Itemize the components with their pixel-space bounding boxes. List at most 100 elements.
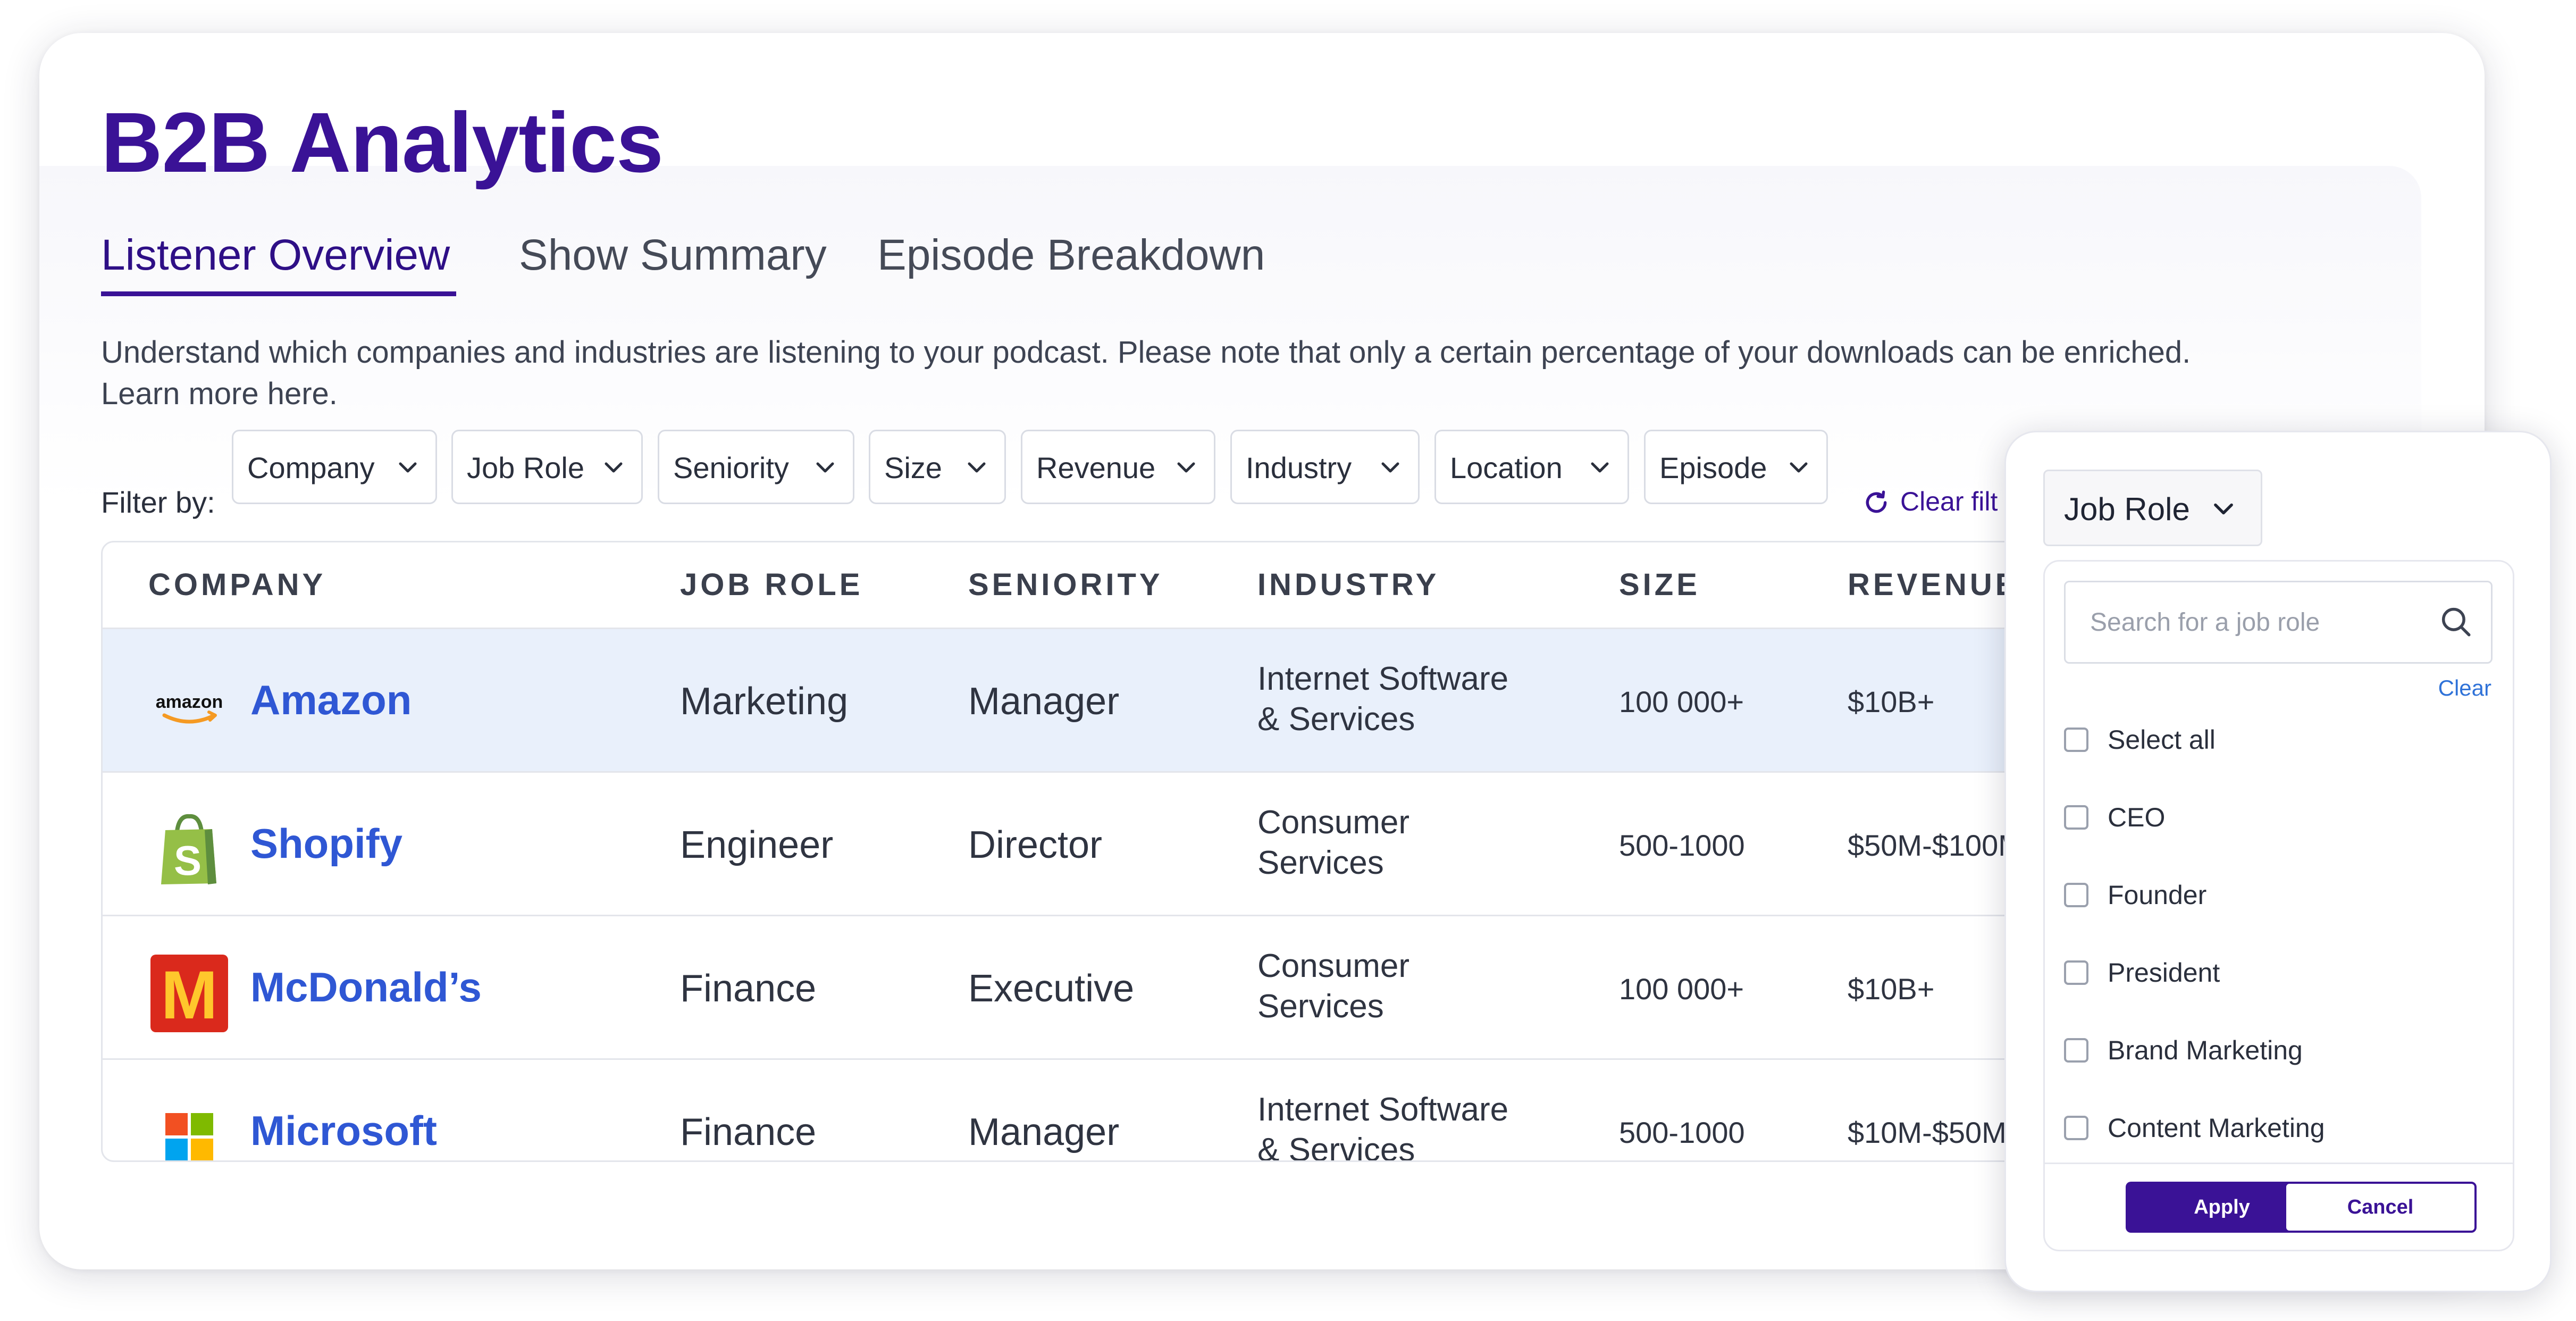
seniority-cell: Manager	[968, 1111, 1120, 1153]
chevron-down-icon	[968, 462, 986, 473]
industry-line-1: Consumer	[1257, 804, 1409, 841]
checkbox[interactable]	[2064, 883, 2088, 907]
filter-revenue[interactable]: Revenue	[1021, 430, 1215, 504]
industry-cell: Consumer Services	[1257, 802, 1409, 883]
page-description: Understand which companies and industrie…	[101, 332, 2281, 415]
filter-revenue-label: Revenue	[1036, 451, 1156, 484]
tab-episode-breakdown[interactable]: Episode Breakdown	[877, 231, 1265, 279]
size-cell: 500-1000	[1619, 1116, 1745, 1149]
chevron-down-icon	[605, 462, 623, 473]
filter-industry[interactable]: Industry	[1230, 430, 1420, 504]
job-role-cell: Finance	[680, 1111, 817, 1153]
cancel-button[interactable]: Cancel	[2284, 1182, 2477, 1233]
column-header-job-role[interactable]: JOB ROLE	[680, 567, 863, 602]
industry-cell: Internet Software & Services	[1257, 659, 1508, 740]
filter-location[interactable]: Location	[1434, 430, 1629, 504]
column-header-industry[interactable]: INDUSTRY	[1257, 567, 1440, 602]
filter-job-role-label: Job Role	[467, 451, 585, 484]
clear-filters-label: Clear filt	[1900, 487, 1998, 516]
revenue-cell: $10B+	[1848, 685, 1935, 718]
listener-table: COMPANY JOB ROLE SENIORITY INDUSTRY SIZE…	[101, 541, 2068, 1162]
job-role-cell: Marketing	[680, 680, 849, 723]
table-row[interactable]: S Shopify Engineer Director Consumer Ser…	[103, 771, 2067, 916]
industry-cell: Internet Software & Services	[1257, 1090, 1509, 1162]
industry-line-2: Services	[1257, 988, 1384, 1025]
mcdonalds-logo-text: M	[161, 957, 218, 1033]
amazon-logo: amazon	[156, 692, 223, 724]
filter-seniority-label: Seniority	[673, 451, 789, 484]
option-label: President	[2108, 958, 2220, 988]
checkbox[interactable]	[2064, 1038, 2088, 1063]
seniority-cell: Executive	[968, 967, 1135, 1010]
company-name[interactable]: McDonald’s	[250, 964, 482, 1010]
revenue-cell: $10M-$50M	[1848, 1116, 2007, 1149]
seniority-cell: Manager	[968, 680, 1120, 723]
industry-cell: Consumer Services	[1257, 946, 1409, 1027]
size-cell: 500-1000	[1619, 829, 1745, 862]
filter-job-role[interactable]: Job Role	[451, 430, 643, 504]
page-title: B2B Analytics	[101, 95, 664, 190]
chevron-down-icon	[1591, 462, 1609, 473]
shopify-logo-text: S	[174, 837, 202, 884]
checkbox[interactable]	[2064, 805, 2088, 830]
company-name[interactable]: Shopify	[250, 820, 402, 867]
filter-size-label: Size	[884, 451, 942, 484]
description-text: Understand which companies and industrie…	[101, 335, 2191, 370]
filter-seniority[interactable]: Seniority	[658, 430, 854, 504]
size-cell: 100 000+	[1619, 972, 1744, 1006]
industry-line-1: Internet Software	[1257, 660, 1509, 697]
option-label: Select all	[2108, 725, 2216, 755]
column-header-revenue[interactable]: REVENUE	[1848, 567, 2019, 602]
checkbox[interactable]	[2064, 1116, 2088, 1140]
table-row[interactable]: Microsoft Finance Manager Internet Softw…	[103, 1058, 2067, 1162]
job-role-cell: Finance	[680, 967, 817, 1010]
amazon-logo-text: amazon	[156, 692, 223, 712]
search-icon[interactable]	[2438, 604, 2473, 639]
learn-more-link[interactable]: Learn more here.	[101, 377, 338, 411]
filter-by-label: Filter by:	[101, 486, 215, 519]
tab-listener-overview[interactable]: Listener Overview	[101, 231, 450, 279]
column-header-seniority[interactable]: SENIORITY	[968, 567, 1163, 602]
job-role-clear-button[interactable]: Clear	[2438, 675, 2491, 700]
company-name[interactable]: Microsoft	[250, 1107, 437, 1154]
column-header-size[interactable]: SIZE	[1619, 567, 1700, 602]
checkbox[interactable]	[2064, 728, 2088, 752]
active-tab-underline	[101, 291, 456, 296]
revenue-cell: $10B+	[1848, 972, 1935, 1006]
filter-location-label: Location	[1450, 451, 1563, 484]
chevron-down-icon	[2214, 503, 2233, 515]
table-row[interactable]: M McDonald’s Finance Executive Consumer …	[103, 915, 2067, 1060]
filter-company[interactable]: Company	[232, 430, 437, 504]
job-role-cell: Engineer	[680, 824, 834, 866]
job-role-search-input[interactable]	[2064, 581, 2493, 664]
company-name[interactable]: Amazon	[250, 676, 412, 723]
industry-line-1: Internet Software	[1257, 1091, 1509, 1128]
job-role-options-container: Clear Select all CEO Founder President B…	[2043, 560, 2514, 1251]
mcdonalds-logo: M	[150, 955, 228, 1033]
tab-show-summary[interactable]: Show Summary	[519, 231, 827, 279]
filter-industry-label: Industry	[1246, 451, 1352, 484]
chevron-down-icon	[399, 462, 417, 473]
job-role-dropdown-button[interactable]: Job Role	[2043, 470, 2262, 546]
chevron-down-icon	[1177, 462, 1195, 473]
filter-episode-label: Episode	[1659, 451, 1767, 484]
industry-line-1: Consumer	[1257, 948, 1409, 984]
job-role-dropdown-panel: Job Role Clear Select all CEO Founder Pr…	[2004, 431, 2552, 1292]
table-row[interactable]: amazon Amazon Marketing Manager Internet…	[103, 628, 2067, 773]
column-header-company[interactable]: COMPANY	[148, 567, 326, 602]
checkbox[interactable]	[2064, 960, 2088, 985]
refresh-icon	[1866, 490, 1887, 513]
filter-episode[interactable]: Episode	[1644, 430, 1828, 504]
option-label: CEO	[2108, 802, 2166, 832]
job-role-dropdown-label: Job Role	[2064, 491, 2190, 527]
industry-line-2: & Services	[1257, 1132, 1415, 1162]
chevron-down-icon	[1381, 462, 1399, 473]
chevron-down-icon	[1790, 462, 1808, 473]
filter-size[interactable]: Size	[869, 430, 1006, 504]
seniority-cell: Director	[968, 824, 1103, 866]
option-label: Content Marketing	[2108, 1113, 2325, 1143]
industry-line-2: Services	[1257, 845, 1384, 881]
option-label: Brand Marketing	[2108, 1035, 2303, 1065]
size-cell: 100 000+	[1619, 685, 1744, 718]
revenue-cell: $50M-$100M	[1848, 829, 2023, 862]
